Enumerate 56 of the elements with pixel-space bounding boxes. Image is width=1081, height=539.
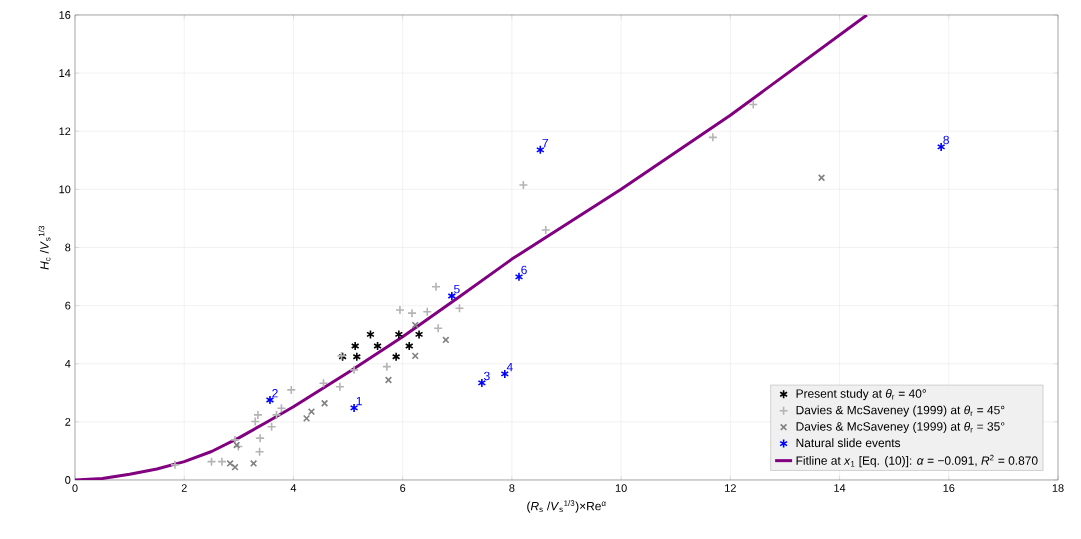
y-tick-label: 12 [59, 127, 71, 136]
x-tick-label: 2 [181, 484, 187, 492]
point [422, 306, 433, 317]
text: Fitline at x$_{1}$ [Eq. (10)]: α = −0.091, R$^{2}$ = 0.870 [796, 454, 1038, 468]
point [253, 410, 263, 420]
x-tick-label: 6 [400, 484, 406, 492]
point [395, 305, 405, 315]
point [373, 341, 382, 351]
x-tick-label: 4 [290, 484, 297, 492]
point [302, 414, 311, 422]
point [286, 385, 297, 395]
y-tick-label: 16 [59, 11, 71, 19]
point [352, 351, 362, 362]
y-tick-label: 4 [64, 359, 71, 368]
point [249, 459, 258, 468]
x-tick-label: 14 [834, 484, 846, 492]
y-tick-label: 6 [65, 301, 71, 310]
annotation: 3 [484, 371, 490, 381]
annotation: 2 [272, 389, 278, 398]
x-tick-label: 18 [1052, 484, 1064, 492]
y-tick-label: 2 [65, 418, 71, 426]
legend-label: Natural slide events [796, 438, 901, 448]
legend-label: Davies & McSaveney (1999) at θ$_{r}$ = 35° [796, 421, 1005, 434]
annotation: 5 [454, 284, 460, 294]
legend-label: Present study at θ$_{r}$ = 40° [796, 389, 926, 401]
x-tick-label: 0 [72, 484, 78, 492]
point [255, 433, 265, 443]
annotation: 7 [542, 138, 549, 148]
point [407, 308, 417, 318]
y-tick-label: 8 [65, 243, 71, 252]
annotation: 4 [506, 362, 513, 372]
point [391, 351, 401, 362]
y-tick-label: 10 [59, 185, 71, 194]
y-tick-label: 14 [59, 69, 71, 77]
annotation: 8 [943, 135, 949, 145]
point [414, 329, 424, 340]
point [170, 460, 180, 470]
point [350, 341, 360, 351]
point [349, 365, 359, 375]
x-tick-label: 16 [943, 484, 955, 492]
point [394, 329, 404, 340]
point [433, 323, 443, 334]
point [366, 329, 375, 340]
x-tick-label: 10 [615, 484, 627, 492]
x-tick-label: 12 [725, 484, 736, 492]
x-tick-label: 8 [509, 484, 515, 492]
point [411, 352, 419, 360]
legend-label: Davies & McSaveney (1999) at θ$_{r}$ = 45° [796, 405, 1005, 417]
point [442, 336, 450, 344]
annotation: 1 [356, 396, 362, 406]
text: (R$_{s}$ /V$_{s}$$^{1/3}$)×Re$^{α}$ [527, 500, 606, 513]
y-tick-label: 0 [65, 476, 71, 484]
annotation: 6 [521, 265, 527, 275]
point [404, 341, 414, 351]
point [540, 225, 551, 235]
point [431, 281, 441, 292]
